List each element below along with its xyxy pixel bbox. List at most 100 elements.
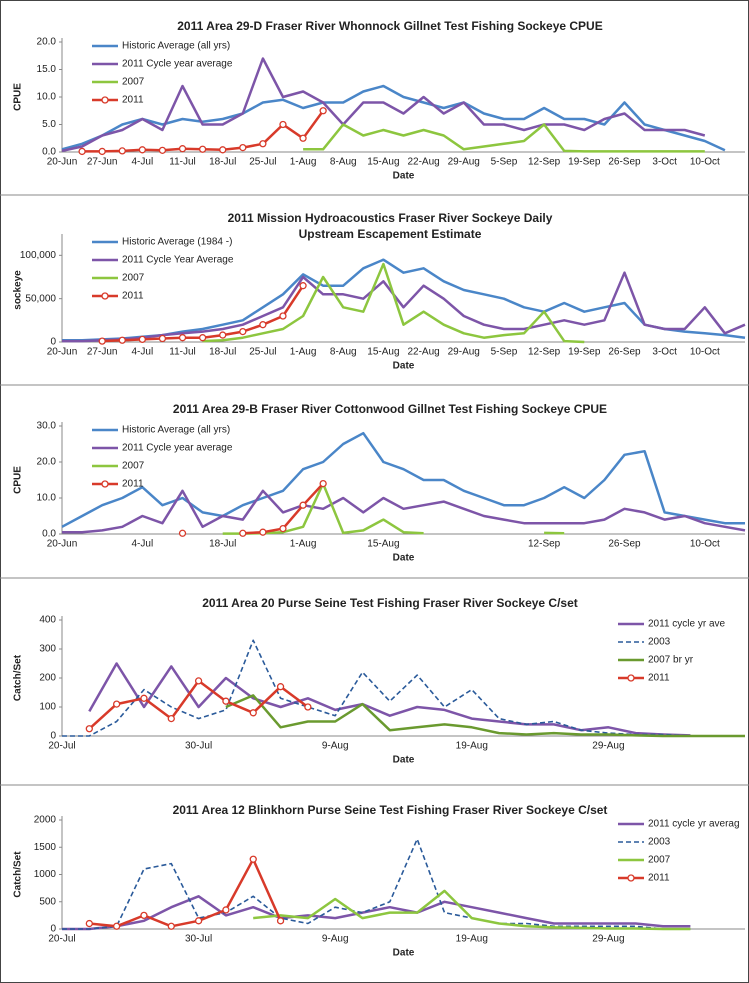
chart-title: 2011 Mission Hydroacoustics Fraser River…	[228, 211, 553, 225]
data-point	[219, 146, 227, 154]
series-line	[62, 838, 691, 930]
x-tick-label: 27-Jun	[87, 347, 118, 358]
y-tick-label: 2000	[34, 815, 57, 826]
legend-label: 2011 Cycle year average	[122, 443, 233, 454]
y-tick-label: 30.0	[37, 421, 57, 432]
y-tick-label: 10.0	[37, 493, 57, 504]
legend-label: 2011 Cycle year average	[122, 59, 233, 70]
data-point	[299, 282, 307, 290]
series-line	[62, 489, 746, 534]
legend-label: 2011 Cycle Year Average	[122, 255, 234, 266]
legend-label: 2007	[122, 461, 145, 472]
y-axis-label: Catch/Set	[13, 654, 24, 701]
series-line	[225, 694, 745, 738]
y-tick-label: 400	[39, 615, 56, 626]
x-tick-label: 3-Oct	[652, 347, 677, 358]
x-tick-label: 4-Jul	[132, 157, 154, 168]
series-line	[89, 857, 282, 928]
data-point	[299, 134, 307, 142]
data-point	[194, 677, 203, 685]
data-point	[167, 714, 175, 723]
data-point	[319, 107, 327, 115]
series-line	[253, 889, 691, 931]
data-point	[167, 922, 175, 930]
x-axis-label: Date	[393, 553, 415, 564]
x-tick-label: 8-Aug	[330, 157, 357, 168]
x-tick-label: 26-Sep	[608, 539, 641, 550]
legend-marker	[101, 96, 109, 104]
legend-marker	[627, 874, 635, 882]
x-tick-label: 12-Sep	[528, 347, 561, 358]
data-point	[140, 911, 148, 920]
legend-label: Historic Average (1984 -)	[122, 237, 232, 248]
x-tick-label: 11-Jul	[169, 347, 196, 358]
data-point	[219, 331, 227, 339]
x-tick-label: 30-Jul	[185, 934, 212, 945]
data-point	[299, 501, 307, 509]
y-tick-label: 200	[39, 673, 56, 684]
data-point	[178, 529, 187, 537]
data-point	[304, 703, 312, 711]
y-tick-label: 1500	[34, 842, 57, 853]
x-tick-label: 29-Aug	[592, 934, 624, 945]
chart-title: Upstream Escapement Estimate	[299, 227, 482, 241]
x-tick-label: 25-Jul	[249, 157, 276, 168]
x-tick-label: 12-Sep	[528, 539, 561, 550]
y-tick-label: 0	[50, 731, 56, 742]
data-point	[279, 312, 287, 320]
x-tick-label: 5-Sep	[491, 157, 518, 168]
x-tick-label: 18-Jul	[209, 347, 236, 358]
x-tick-label: 19-Sep	[568, 157, 601, 168]
x-tick-label: 5-Sep	[491, 347, 518, 358]
y-tick-label: 0.0	[42, 529, 56, 540]
chart-title: 2011 Area 29-D Fraser River Whonnock Gil…	[177, 19, 602, 33]
legend-label: Historic Average (all yrs)	[122, 425, 230, 436]
data-point	[98, 147, 106, 156]
x-tick-label: 4-Jul	[132, 347, 154, 358]
data-point	[239, 143, 247, 152]
x-axis-label: Date	[393, 755, 415, 766]
x-tick-label: 26-Sep	[608, 347, 641, 358]
legend-label: 2007	[122, 77, 145, 88]
y-tick-label: 15.0	[37, 64, 57, 75]
x-axis-label: Date	[393, 171, 415, 182]
y-axis-label: sockeye	[13, 270, 24, 310]
legend-label: Historic Average (all yrs)	[122, 41, 230, 52]
x-tick-label: 9-Aug	[322, 741, 349, 752]
series-line	[202, 262, 585, 344]
x-tick-label: 15-Aug	[367, 539, 399, 550]
series-line	[62, 639, 718, 737]
data-point	[249, 709, 257, 717]
y-axis-label: CPUE	[13, 466, 24, 494]
data-point	[279, 524, 287, 533]
x-tick-label: 20-Jul	[48, 741, 75, 752]
data-point	[78, 147, 86, 156]
x-tick-label: 9-Aug	[322, 934, 349, 945]
data-point	[98, 337, 106, 345]
series-line	[303, 123, 705, 153]
data-point	[85, 725, 93, 733]
legend-marker	[101, 292, 109, 300]
x-tick-label: 1-Aug	[290, 157, 317, 168]
data-point	[178, 334, 187, 342]
x-tick-label: 20-Jul	[48, 934, 75, 945]
y-tick-label: 5.0	[42, 119, 56, 130]
x-tick-label: 10-Oct	[690, 539, 720, 550]
data-point	[279, 120, 287, 129]
y-tick-label: 300	[39, 644, 56, 655]
data-point	[276, 683, 285, 691]
data-point	[276, 917, 285, 925]
x-tick-label: 19-Aug	[456, 934, 488, 945]
x-tick-label: 10-Oct	[690, 347, 720, 358]
data-point	[194, 917, 203, 925]
y-tick-label: 0.0	[42, 147, 56, 158]
x-tick-label: 29-Aug	[592, 741, 624, 752]
x-tick-label: 19-Sep	[568, 347, 601, 358]
x-tick-label: 20-Jun	[47, 539, 78, 550]
x-tick-label: 26-Sep	[608, 157, 641, 168]
data-point	[85, 919, 93, 928]
x-tick-label: 27-Jun	[87, 157, 118, 168]
y-tick-label: 0	[50, 924, 56, 935]
data-point	[138, 146, 147, 154]
